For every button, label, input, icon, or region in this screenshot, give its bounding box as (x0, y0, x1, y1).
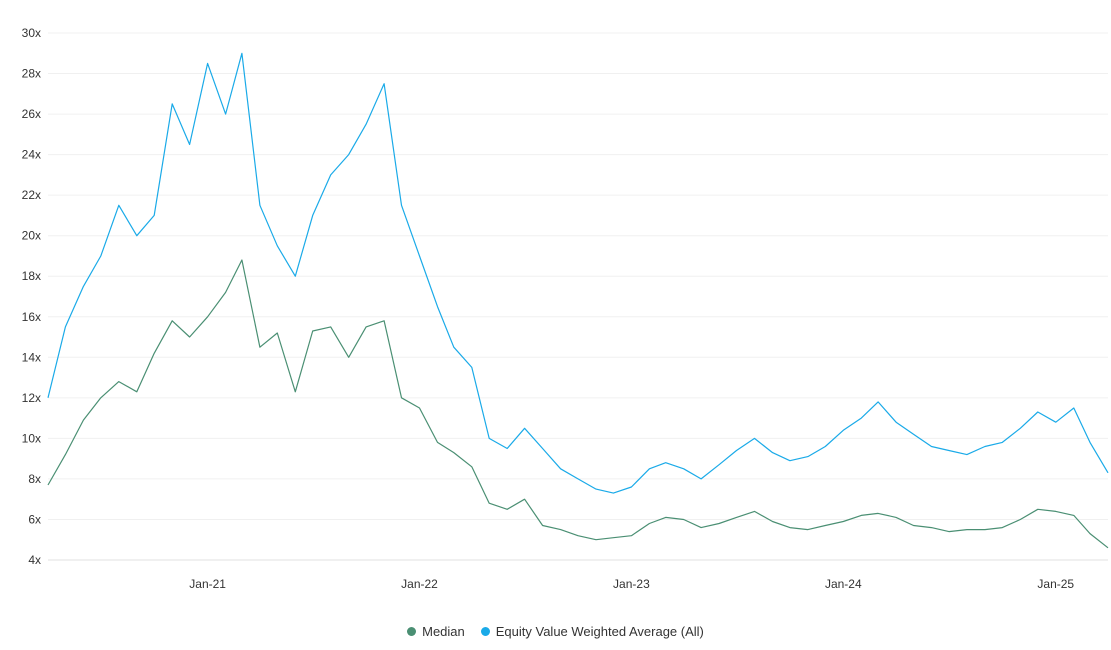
x-tick-label: Jan-25 (1037, 577, 1074, 591)
y-tick-label: 10x (22, 431, 41, 445)
legend-label-weighted-average: Equity Value Weighted Average (All) (495, 624, 704, 639)
legend-item-weighted-average[interactable]: Equity Value Weighted Average (All) (480, 624, 704, 639)
line-chart: 4x6x8x10x12x14x16x18x20x22x24x26x28x30x … (22, 26, 1109, 591)
y-tick-label: 24x (22, 148, 41, 162)
series-lines (47, 52, 1109, 549)
y-tick-label: 14x (22, 350, 41, 364)
y-tick-label: 16x (22, 310, 41, 324)
x-tick-label: Jan-23 (613, 577, 650, 591)
y-tick-label: 18x (22, 269, 41, 283)
legend-item-median[interactable]: Median (407, 624, 465, 639)
y-tick-label: 12x (22, 391, 41, 405)
legend: Median Equity Value Weighted Average (Al… (0, 624, 1111, 639)
x-tick-label: Jan-24 (825, 577, 862, 591)
y-tick-label: 8x (28, 472, 41, 486)
series-line-weighted-average[interactable] (47, 52, 1109, 494)
legend-marker-weighted-average (480, 627, 490, 636)
y-tick-label: 22x (22, 188, 41, 202)
legend-marker-median (407, 627, 417, 636)
y-tick-label: 30x (22, 26, 41, 40)
y-axis-ticks: 4x 6x 8x 10x 12x 14x 16x 18x 20x 22x 24x 26x 28x 30x (22, 26, 41, 567)
y-tick-label: 6x (28, 512, 41, 526)
x-tick-label: Jan-21 (189, 577, 226, 591)
series-line-median[interactable] (47, 259, 1109, 549)
x-tick-label: Jan-22 (401, 577, 438, 591)
x-axis-ticks: Jan-21 Jan-22 Jan-23 Jan-24 Jan-25 (189, 577, 1074, 591)
y-tick-label: 4x (28, 553, 41, 567)
y-tick-label: 26x (22, 107, 41, 121)
legend-label-median: Median (422, 624, 465, 639)
y-tick-label: 20x (22, 229, 41, 243)
gridlines (48, 32, 1108, 561)
y-tick-label: 28x (22, 67, 41, 81)
